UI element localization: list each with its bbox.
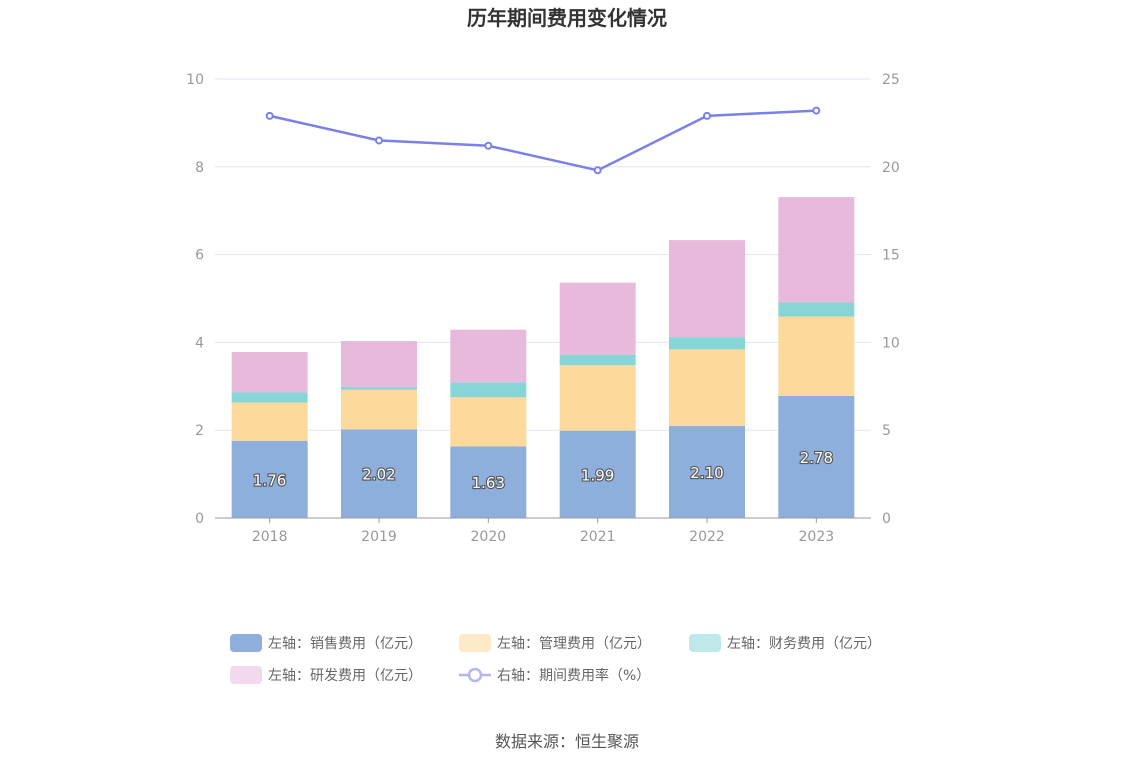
right-tick-label: 10: [882, 335, 900, 351]
x-tick-label: 2021: [580, 529, 616, 545]
data-label: 2.02: [362, 466, 395, 484]
x-tick-label: 2020: [471, 529, 507, 545]
right-axis-ticks: 0 5 10 15 20 25: [882, 72, 900, 527]
line-point-2019[interactable]: [375, 136, 383, 145]
line-point-2021[interactable]: [593, 166, 602, 175]
bar-segment-2-2020[interactable]: [450, 397, 527, 447]
x-tick-label: 2018: [252, 529, 288, 545]
chart-title: 历年期间费用变化情况: [467, 6, 667, 30]
line-point-2023[interactable]: [812, 106, 821, 115]
bar-segment-1-2021[interactable]: [559, 430, 636, 518]
bar-segment-4-2021[interactable]: [559, 282, 636, 355]
left-tick-label: 10: [186, 72, 204, 88]
bar-segment-3-2020[interactable]: [450, 382, 527, 398]
right-tick-label: 15: [882, 248, 900, 264]
legend-circle-marker: [467, 667, 483, 683]
right-tick-label: 20: [882, 160, 900, 176]
left-tick-label: 4: [195, 335, 204, 351]
bar-segment-2-2023[interactable]: [778, 316, 855, 396]
left-tick-label: 0: [195, 511, 204, 527]
legend[interactable]: 左轴：销售费用（亿元） 左轴：管理费用（亿元） 左轴：财务费用（亿元） 左轴：研发费用…: [230, 634, 881, 684]
bar-segment-2-2021[interactable]: [559, 365, 636, 431]
x-axis: 2018 2019 2020 2021 2022 2023: [215, 517, 871, 545]
bar-segment-1-2022[interactable]: [669, 425, 745, 518]
line-point-2022[interactable]: [703, 111, 711, 120]
legend-item-5[interactable]: 右轴：期间费用率（%）: [459, 667, 650, 684]
bar-segment-2-2022[interactable]: [669, 349, 745, 426]
bar-segment-1-2020[interactable]: [450, 446, 527, 518]
line-layer: [265, 106, 821, 175]
legend-item-3[interactable]: 左轴：财务费用（亿元）: [689, 634, 881, 652]
legend-swatch: [689, 634, 721, 652]
right-tick-label: 5: [882, 423, 891, 439]
line-series-rate: [269, 109, 817, 172]
left-tick-label: 2: [195, 423, 204, 439]
bar-segment-1-2023[interactable]: [778, 395, 855, 518]
bar-segment-4-2020[interactable]: [450, 329, 527, 383]
legend-swatch: [459, 634, 491, 652]
legend-label: 左轴：财务费用（亿元）: [727, 636, 881, 652]
line-point-2020[interactable]: [484, 141, 493, 150]
left-axis-ticks: 0 2 4 6 8 10: [186, 72, 204, 527]
right-tick-label: 25: [882, 72, 900, 88]
left-tick-label: 8: [195, 160, 204, 176]
legend-item-1[interactable]: 左轴：销售费用（亿元）: [230, 634, 422, 652]
left-tick-label: 6: [195, 248, 204, 264]
legend-label: 左轴：研发费用（亿元）: [268, 668, 422, 684]
data-label: 2.78: [800, 449, 833, 467]
legend-label: 右轴：期间费用率（%）: [497, 667, 650, 684]
grid-layer: [215, 78, 871, 431]
source-text: 数据来源：恒生聚源: [495, 732, 639, 751]
data-label: 1.76: [253, 471, 286, 489]
bar-segment-4-2019[interactable]: [341, 341, 417, 387]
bar-segment-3-2022[interactable]: [669, 337, 745, 350]
legend-item-2[interactable]: 左轴：管理费用（亿元）: [459, 634, 651, 652]
bar-segment-3-2021[interactable]: [559, 354, 636, 366]
bar-segment-2-2018[interactable]: [231, 402, 308, 441]
legend-item-4[interactable]: 左轴：研发费用（亿元）: [230, 666, 422, 684]
legend-swatch: [230, 666, 262, 684]
bar-segment-3-2023[interactable]: [778, 302, 855, 317]
data-labels-layer: 1.76 2.02 1.63 1.99 2.10 2.78: [252, 448, 834, 493]
bar-segment-1-2019[interactable]: [341, 429, 417, 518]
bar-segment-4-2018[interactable]: [231, 352, 308, 393]
bar-segment-3-2019[interactable]: [341, 386, 417, 390]
x-tick-label: 2023: [799, 529, 835, 545]
right-tick-label: 0: [882, 511, 891, 527]
data-label: 2.10: [690, 464, 723, 482]
x-tick-label: 2019: [361, 529, 397, 545]
bar-segment-4-2022[interactable]: [669, 240, 745, 338]
line-point-2018[interactable]: [265, 111, 274, 120]
legend-label: 左轴：销售费用（亿元）: [268, 636, 422, 652]
x-tick-label: 2022: [689, 529, 725, 545]
legend-label: 左轴：管理费用（亿元）: [497, 636, 651, 652]
bar-segment-1-2018[interactable]: [231, 440, 308, 518]
bar-segment-4-2023[interactable]: [778, 197, 855, 303]
bar-segment-2-2019[interactable]: [341, 389, 417, 430]
data-label: 1.99: [581, 466, 614, 484]
bar-segment-3-2018[interactable]: [231, 392, 308, 403]
legend-swatch: [230, 634, 262, 652]
bars-layer: [231, 197, 855, 518]
data-label: 1.63: [472, 474, 505, 492]
